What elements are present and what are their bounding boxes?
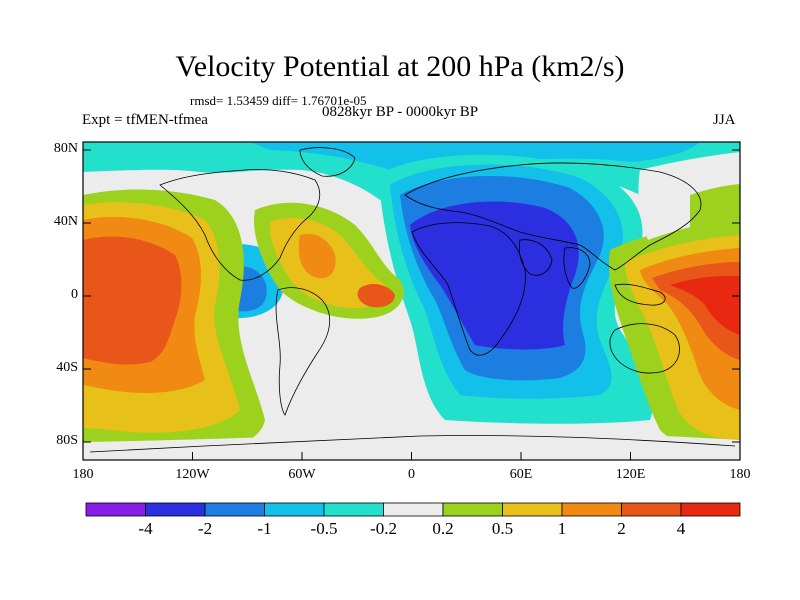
lat-label-40n: 40N: [53, 214, 78, 229]
atlantic-strong-positive: [357, 284, 395, 308]
lat-label-80s: 80S: [56, 433, 78, 448]
colorbar-bin-10: [621, 502, 682, 517]
colorbar-bin-5: [323, 502, 384, 517]
colorbar-bin-3: [204, 502, 265, 517]
south-atlantic-neutral: [261, 338, 371, 436]
lon-label-120e: 120E: [615, 467, 646, 482]
season-label: JJA: [713, 112, 736, 128]
colorbar-bin-4: [264, 502, 325, 517]
stats-text: rmsd= 1.53459 diff= 1.76701e-05: [190, 93, 367, 108]
lon-label-180-east: 180: [729, 467, 751, 482]
colorbar-label-9: 2: [617, 519, 626, 538]
western-pacific-max-positive: [670, 275, 740, 335]
lon-label-120w: 120W: [175, 467, 210, 482]
lon-label-0: 0: [408, 467, 415, 482]
colorbar-bin-2: [145, 502, 206, 517]
lat-label-40s: 40S: [56, 360, 78, 375]
lon-label-60e: 60E: [509, 467, 533, 482]
velocity-potential-field: [83, 142, 740, 460]
colorbar-label-3: -1: [257, 519, 272, 538]
colorbar: [85, 502, 741, 517]
colorbar-label-10: 4: [676, 519, 686, 538]
colorbar-bin-9: [561, 502, 622, 517]
lon-label-60w: 60W: [288, 467, 316, 482]
colorbar-label-4: -0.5: [310, 519, 338, 538]
colorbar-bin-6: [383, 502, 444, 517]
colorbar-label-1: -4: [138, 519, 153, 538]
coastlines: [89, 147, 736, 453]
map-title: Velocity Potential at 200 hPa (km2/s): [175, 50, 625, 83]
lon-label-180-west: 180: [72, 467, 94, 482]
colorbar-label-8: 1: [557, 519, 567, 538]
lat-label-80n: 80N: [53, 141, 78, 156]
northeast-slight-positive: [690, 184, 740, 232]
colorbar-label-5: -0.2: [370, 519, 397, 538]
lat-label-0: 0: [71, 287, 78, 302]
colorbar-label-2: -2: [197, 519, 213, 538]
pacific-strong-positive: [83, 236, 182, 365]
colorbar-bin-1: [85, 502, 146, 517]
colorbar-bin-11: [680, 502, 741, 517]
antarctic-neutral: [83, 431, 740, 460]
axis-ticks: [82, 149, 741, 460]
eastern-strong-negative: [410, 201, 579, 350]
colorbar-label-6: 0.2: [432, 519, 454, 538]
colorbar-bin-7: [442, 502, 503, 517]
experiment-label: Expt = tfMEN-tfmea: [82, 112, 208, 128]
colorbar-bin-8: [502, 502, 563, 517]
atlantic-mid-positive: [298, 233, 336, 279]
period-label: 0828kyr BP - 0000kyr BP: [322, 104, 479, 120]
colorbar-label-7: 0.5: [491, 519, 514, 538]
